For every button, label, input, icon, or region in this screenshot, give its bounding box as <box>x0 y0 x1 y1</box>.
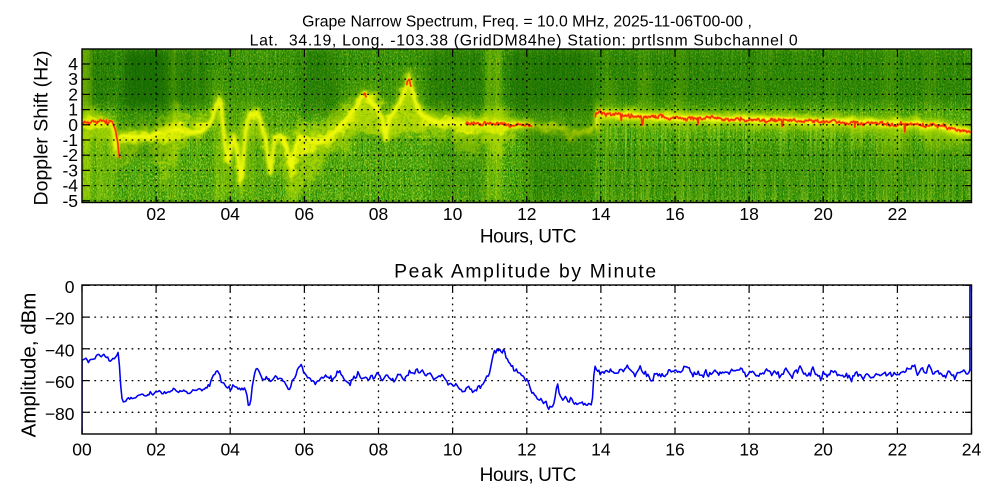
svg-text:20: 20 <box>813 439 833 459</box>
svg-text:-1: -1 <box>62 130 78 150</box>
svg-text:06: 06 <box>295 204 314 224</box>
svg-text:-5: -5 <box>62 191 78 211</box>
svg-text:06: 06 <box>295 439 314 459</box>
svg-text:00: 00 <box>72 439 92 459</box>
svg-text:22: 22 <box>888 439 907 459</box>
svg-text:1: 1 <box>68 100 78 120</box>
svg-text:08: 08 <box>369 204 388 224</box>
svg-text:14: 14 <box>591 439 611 459</box>
svg-text:−20: −20 <box>45 309 75 329</box>
svg-text:10: 10 <box>443 204 463 224</box>
svg-text:04: 04 <box>220 204 240 224</box>
svg-text:24: 24 <box>962 439 982 459</box>
svg-text:-3: -3 <box>62 160 78 180</box>
svg-text:-2: -2 <box>62 145 78 165</box>
svg-text:2: 2 <box>68 84 78 104</box>
svg-text:3: 3 <box>68 69 78 89</box>
svg-text:18: 18 <box>739 204 758 224</box>
svg-text:02: 02 <box>146 204 165 224</box>
svg-text:08: 08 <box>369 439 388 459</box>
svg-text:12: 12 <box>517 439 536 459</box>
svg-text:Peak Amplitude by Minute: Peak Amplitude by Minute <box>394 262 658 283</box>
svg-text:-4: -4 <box>62 176 78 196</box>
svg-text:22: 22 <box>888 204 907 224</box>
svg-text:0: 0 <box>68 115 78 135</box>
svg-text:16: 16 <box>665 204 684 224</box>
svg-text:Doppler Shift (Hz): Doppler Shift (Hz) <box>31 51 53 206</box>
svg-text:18: 18 <box>739 439 758 459</box>
svg-text:16: 16 <box>665 439 684 459</box>
svg-text:−80: −80 <box>45 404 75 424</box>
svg-text:Lat. 34.19, Long. -103.38 (Gr: Lat. 34.19, Long. -103.38 (GridDM84he) S… <box>250 33 799 50</box>
svg-text:4: 4 <box>68 54 78 74</box>
svg-text:Grape Narrow Spectrum, Freq. =: Grape Narrow Spectrum, Freq. = 10.0 MHz,… <box>302 13 752 30</box>
svg-text:04: 04 <box>220 439 240 459</box>
svg-text:12: 12 <box>517 204 536 224</box>
svg-text:−60: −60 <box>45 372 75 392</box>
svg-text:20: 20 <box>813 204 833 224</box>
svg-text:−40: −40 <box>45 340 75 360</box>
svg-text:Amplitude, dBm: Amplitude, dBm <box>18 293 41 438</box>
svg-text:02: 02 <box>146 439 165 459</box>
svg-text:0: 0 <box>65 277 75 297</box>
svg-text:10: 10 <box>443 439 463 459</box>
svg-text:Hours, UTC: Hours, UTC <box>480 227 576 248</box>
svg-text:14: 14 <box>591 204 611 224</box>
svg-text:Hours, UTC: Hours, UTC <box>480 465 576 486</box>
